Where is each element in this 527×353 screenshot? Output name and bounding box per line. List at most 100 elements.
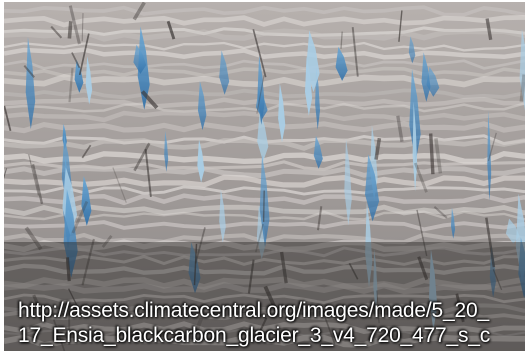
- crevasse: [408, 36, 416, 64]
- dust-streak: [487, 132, 497, 162]
- snow-ridge: [4, 74, 525, 88]
- snow-ridge: [4, 97, 525, 110]
- dust-streak: [348, 262, 359, 280]
- dust-streak: [23, 64, 35, 78]
- snow-ridge: [4, 210, 525, 221]
- dust-streak: [71, 52, 81, 69]
- dust-streak: [351, 27, 359, 77]
- dust-streak: [256, 75, 265, 114]
- dust-streak: [485, 18, 493, 41]
- snow-ridge: [4, 88, 525, 100]
- dust-streak: [492, 269, 503, 291]
- dust-streak: [417, 256, 429, 281]
- crevasse: [344, 138, 352, 226]
- ice-ridges: [4, 5, 525, 349]
- snow-ridge: [4, 308, 525, 321]
- crevasses: [25, 26, 525, 331]
- dust-streak: [434, 138, 443, 174]
- dust-streak: [252, 29, 267, 78]
- snow-ridge: [4, 203, 525, 216]
- dust-streak: [4, 168, 7, 179]
- crevasse: [306, 30, 320, 93]
- dust-streak: [81, 144, 92, 159]
- dust-streak: [255, 223, 264, 253]
- dust-streak: [133, 142, 151, 172]
- dust-streak: [519, 74, 525, 102]
- dust-streak: [413, 162, 428, 193]
- snow-ridge: [4, 26, 525, 38]
- dust-streak: [279, 251, 288, 284]
- snow-ridge: [4, 66, 525, 78]
- dust-streak: [374, 137, 382, 160]
- crevasse: [487, 110, 492, 201]
- dust-streak: [396, 115, 404, 142]
- crevasse: [409, 68, 421, 163]
- dust-streak: [81, 13, 84, 42]
- shadowed-foreground: [4, 242, 525, 351]
- crevasse: [85, 56, 93, 105]
- crevasse: [373, 248, 378, 312]
- crevasse: [25, 37, 36, 130]
- snow-ridge: [4, 110, 525, 123]
- snow-ridge: [4, 328, 525, 338]
- crevasse: [74, 59, 84, 93]
- snow-ridge: [4, 28, 525, 42]
- caption-line-1: http://assets.climatecentral.org/images/…: [18, 299, 489, 322]
- dust-streak: [132, 2, 146, 21]
- snow-ridge: [4, 102, 525, 113]
- snow-ridge: [4, 185, 525, 196]
- dust-streak: [340, 31, 343, 49]
- crevasse: [429, 249, 438, 331]
- dust-streak: [4, 105, 12, 132]
- dust-streak: [255, 317, 268, 341]
- caption-line-2: 17_Ensia_blackcarbon_glacier_3_v4_720_47…: [18, 324, 491, 347]
- dust-streak: [28, 154, 39, 196]
- dust-streak: [31, 164, 44, 205]
- dust-streak: [32, 294, 41, 308]
- dust-streak: [24, 226, 43, 251]
- dust-streak: [262, 190, 265, 222]
- snow-ridge: [4, 47, 525, 60]
- crevasse: [81, 176, 92, 226]
- dust-streak: [81, 238, 95, 286]
- snow-ridge: [4, 293, 525, 305]
- dust-streak: [68, 288, 80, 311]
- crevasse: [164, 130, 169, 172]
- glacier-photo: http://assets.climatecentral.org/images/…: [4, 2, 525, 351]
- crevasse: [257, 111, 269, 162]
- dust-streak: [144, 148, 152, 198]
- crevasse: [278, 83, 286, 143]
- dust-streak: [112, 167, 127, 203]
- dust-streak: [101, 234, 113, 248]
- crevasse: [412, 101, 418, 192]
- dust-streak: [376, 290, 380, 324]
- crevasse: [197, 81, 207, 131]
- dust-streak: [485, 217, 496, 268]
- snow-ridge: [4, 138, 525, 151]
- snow-ridge: [4, 41, 525, 52]
- snow-ridge: [4, 276, 525, 291]
- crevasse: [519, 29, 525, 111]
- dust-streak: [433, 205, 448, 219]
- crevasse: [219, 50, 230, 95]
- crevasse: [365, 154, 380, 222]
- dust-streak: [166, 20, 176, 40]
- snow-ridge: [4, 321, 525, 334]
- dust-streak: [190, 310, 206, 344]
- snow-ridge: [4, 334, 525, 349]
- snow-ridge: [4, 166, 525, 179]
- dust-streak: [68, 68, 74, 103]
- dust-streak: [194, 227, 206, 264]
- crevasse: [365, 201, 373, 288]
- crevasse: [257, 55, 265, 125]
- dust-streak: [140, 90, 159, 110]
- dust-streak: [71, 200, 89, 234]
- glacier-illustration: [4, 2, 525, 351]
- crevasse: [505, 218, 520, 244]
- dust-streak: [317, 206, 323, 231]
- crevasse: [197, 139, 205, 183]
- dust-streak: [65, 257, 71, 282]
- crevasse: [518, 237, 525, 299]
- snow-ridge: [4, 121, 525, 134]
- url-caption: http://assets.climatecentral.org/images/…: [18, 298, 523, 348]
